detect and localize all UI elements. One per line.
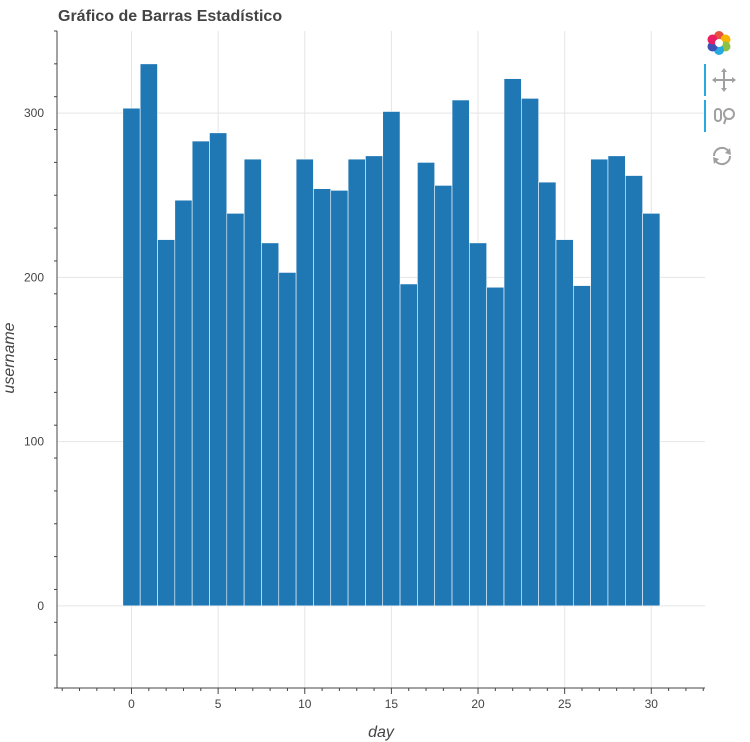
- bar: [434, 185, 453, 607]
- bar: [295, 158, 314, 607]
- bar: [122, 107, 141, 607]
- bar: [538, 181, 557, 607]
- bar: [451, 99, 470, 607]
- bokeh-logo-icon[interactable]: [704, 28, 740, 60]
- bar: [157, 239, 176, 607]
- bar: [347, 158, 366, 607]
- bars: [122, 63, 661, 607]
- x-tick-label: 5: [215, 697, 222, 711]
- bar: [503, 78, 522, 607]
- pan-icon[interactable]: [704, 64, 742, 96]
- bar: [486, 286, 505, 607]
- x-tick-label: 15: [385, 697, 399, 711]
- bar: [243, 158, 262, 607]
- bar: [399, 283, 418, 607]
- bar: [226, 213, 245, 607]
- x-tick-label: 20: [471, 697, 485, 711]
- bar: [365, 155, 384, 607]
- bar: [261, 242, 280, 607]
- bar: [313, 188, 332, 607]
- bar: [191, 140, 210, 607]
- reset-icon[interactable]: [704, 140, 740, 172]
- bar: [624, 175, 643, 607]
- bar: [417, 162, 436, 607]
- y-tick-label: 200: [24, 270, 44, 284]
- x-tick-label: 25: [558, 697, 572, 711]
- bar: [607, 155, 626, 607]
- x-tick-label: 30: [645, 697, 659, 711]
- bar: [573, 285, 591, 607]
- bar: [278, 272, 297, 607]
- y-tick-label: 0: [37, 599, 44, 613]
- bar: [590, 158, 609, 607]
- bar: [469, 242, 487, 607]
- y-tick-label: 100: [24, 435, 44, 449]
- bar: [139, 63, 158, 607]
- bar: [174, 199, 193, 607]
- bar: [642, 213, 661, 607]
- y-axis-label: username: [1, 322, 18, 393]
- wheel-zoom-icon[interactable]: [704, 100, 742, 132]
- bar: [330, 190, 349, 607]
- bar: [521, 98, 539, 607]
- x-axis-label: day: [368, 724, 395, 741]
- y-tick-label: 300: [24, 106, 44, 120]
- toolbar: [704, 28, 744, 178]
- chart-title: Gráfico de Barras Estadístico: [58, 8, 282, 25]
- x-tick-label: 0: [128, 697, 135, 711]
- bar: [382, 111, 401, 607]
- bar: [555, 239, 574, 607]
- bar: [209, 132, 228, 607]
- x-tick-label: 10: [298, 697, 312, 711]
